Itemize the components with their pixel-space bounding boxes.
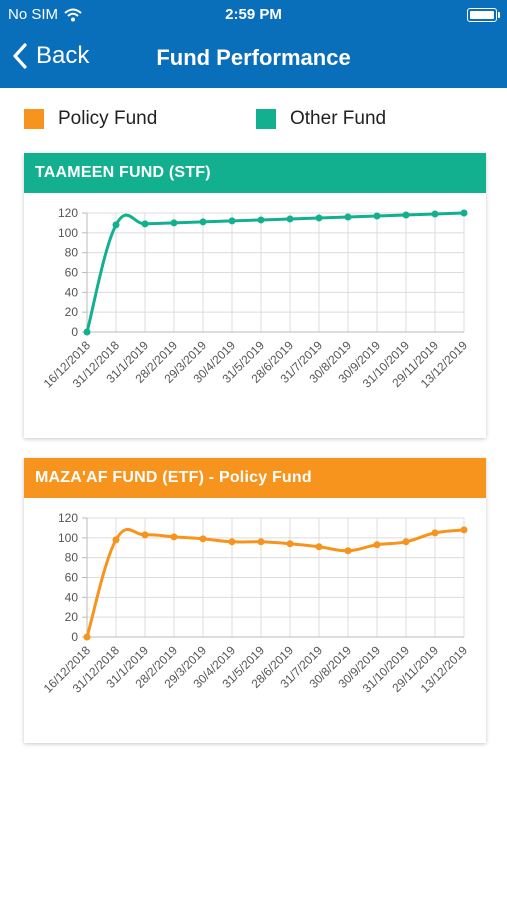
data-point — [170, 219, 178, 227]
y-tick-label: 120 — [58, 511, 78, 525]
data-point — [402, 538, 410, 546]
fund-card-taameen: TAAMEEN FUND (STF) 0 20 40 60 80 100 120 16/12/… — [24, 153, 486, 438]
y-tick-label: 60 — [65, 571, 79, 585]
data-point — [112, 536, 120, 544]
y-tick-label: 100 — [58, 531, 78, 545]
legend-label-other-fund: Other Fund — [290, 108, 387, 129]
data-point — [344, 213, 352, 221]
data-point — [112, 221, 120, 229]
back-button[interactable]: Back — [10, 42, 89, 70]
data-point — [431, 210, 439, 218]
fund-chart-taameen: 02040608010012016/12/201831/12/201831/1/… — [41, 206, 471, 391]
data-point — [199, 218, 207, 226]
data-point — [286, 540, 294, 548]
chart-grid — [86, 517, 465, 638]
navigation-bar: Back Fund Performance — [0, 30, 507, 88]
y-tick-label: 20 — [65, 305, 79, 319]
data-point — [228, 217, 236, 225]
data-point — [315, 543, 323, 551]
data-point — [170, 533, 178, 541]
data-point — [83, 633, 91, 641]
y-tick-label: 0 — [71, 630, 78, 644]
header-bar: No SIM 2:59 PM Back Fund Performance — [0, 0, 507, 88]
y-tick-label: 100 — [58, 226, 78, 240]
series-line — [85, 527, 465, 638]
chart-legend: Policy Fund Other Fund — [24, 108, 484, 136]
wifi-icon — [64, 8, 82, 21]
y-tick-label: 80 — [65, 551, 79, 565]
data-point — [141, 531, 149, 539]
data-point — [344, 547, 352, 555]
data-point — [83, 328, 91, 336]
data-point — [373, 212, 381, 220]
fund-chart-mazaaf: 02040608010012016/12/201831/12/201831/1/… — [41, 511, 471, 696]
data-point — [373, 541, 381, 549]
y-tick-label: 40 — [65, 285, 79, 299]
y-tick-label: 20 — [65, 610, 79, 624]
battery-icon — [467, 8, 500, 22]
y-tick-label: 120 — [58, 206, 78, 220]
y-tick-label: 80 — [65, 246, 79, 260]
carrier-label: No SIM — [8, 6, 59, 23]
data-point — [228, 538, 236, 546]
carrier-group: No SIM — [8, 6, 82, 23]
legend-item-policy-fund: Policy Fund — [24, 108, 157, 130]
fund-card-title: MAZA'AF FUND (ETF) - Policy Fund — [24, 458, 486, 498]
legend-swatch-policy-fund — [24, 109, 44, 129]
y-tick-label: 60 — [65, 266, 79, 280]
y-tick-label: 0 — [71, 325, 78, 339]
status-time: 2:59 PM — [225, 6, 282, 23]
fund-card-title: TAAMEEN FUND (STF) — [24, 153, 486, 193]
data-point — [286, 215, 294, 223]
data-point — [460, 526, 468, 534]
data-point — [402, 211, 410, 219]
legend-label-policy-fund: Policy Fund — [58, 108, 158, 129]
fund-card-mazaaf: MAZA'AF FUND (ETF) - Policy Fund 0 20 40 60… — [24, 458, 486, 743]
data-point — [257, 216, 265, 224]
data-point — [460, 209, 468, 217]
back-label: Back — [36, 42, 90, 69]
chevron-left-icon — [13, 43, 27, 69]
y-tick-label: 40 — [65, 590, 79, 604]
data-point — [431, 529, 439, 537]
data-point — [315, 214, 323, 222]
data-point — [199, 535, 207, 543]
data-point — [257, 538, 265, 546]
data-point — [141, 220, 149, 228]
chart-grid — [86, 212, 465, 333]
legend-swatch-other-fund — [256, 109, 276, 129]
legend-item-other-fund: Other Fund — [256, 108, 386, 130]
status-bar: No SIM 2:59 PM — [0, 0, 507, 30]
